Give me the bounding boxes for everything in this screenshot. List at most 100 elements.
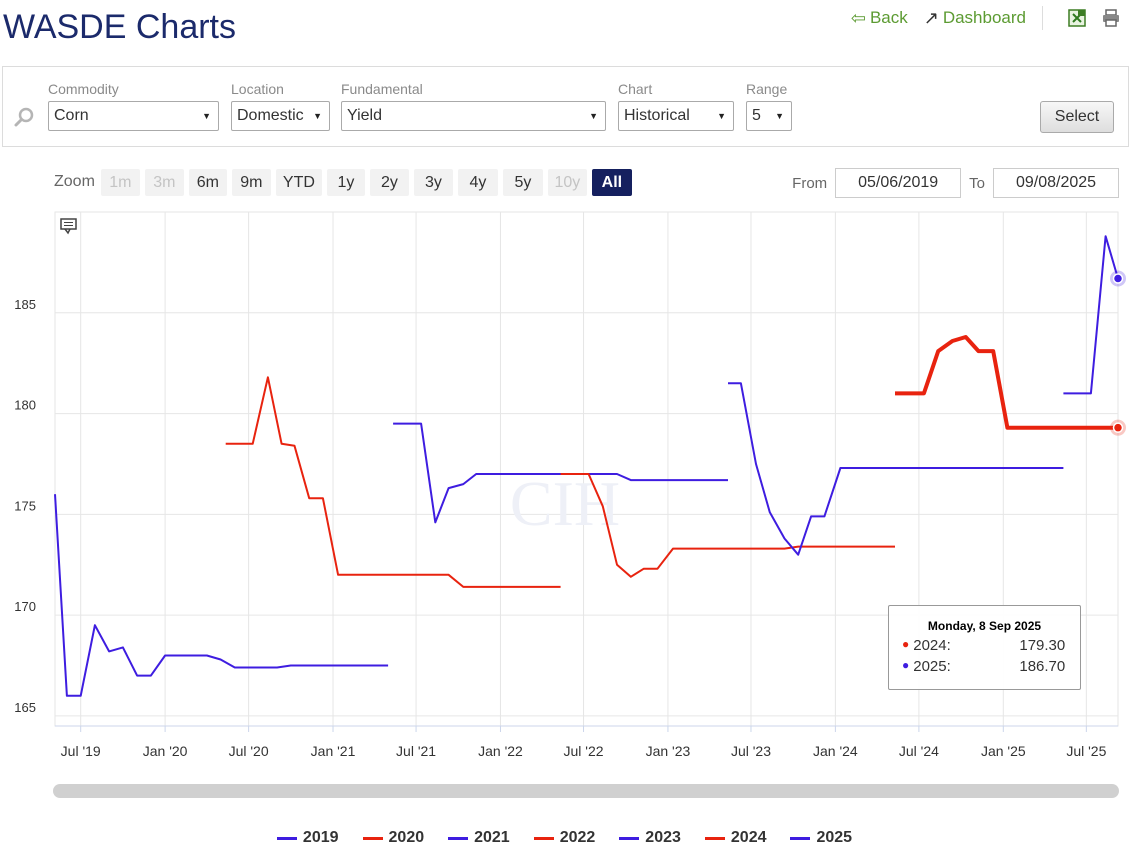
- location-label: Location: [231, 81, 284, 97]
- tooltip-series-value: 179.30: [1019, 637, 1066, 654]
- tooltip-row-2024: ● 2024: 179.30: [889, 637, 1080, 654]
- zoom-button-2y[interactable]: 2y: [369, 168, 409, 196]
- from-label: From: [792, 174, 828, 192]
- chart-legend: 2019 2020 2021 2022 2023 2024 2025: [0, 829, 1129, 847]
- x-tick-label: Jul '20: [229, 743, 269, 759]
- legend-label: 2024: [730, 829, 767, 846]
- y-tick-label: 175: [14, 498, 36, 513]
- zoom-button-1m[interactable]: 1m: [100, 168, 140, 196]
- legend-item-2024[interactable]: 2024: [704, 829, 767, 847]
- chart-label: Chart: [618, 81, 653, 97]
- range-label: Range: [746, 81, 788, 97]
- series-line-2024[interactable]: [895, 335, 1118, 430]
- legend-label: 2022: [559, 829, 596, 846]
- legend-label: 2019: [302, 829, 339, 846]
- comment-icon[interactable]: [60, 218, 77, 235]
- zoom-selector: Zoom 1m 3m 6m 9m YTD 1y 2y 3y 4y 5y 10y All: [54, 168, 637, 196]
- legend-item-2023[interactable]: 2023: [619, 829, 681, 847]
- from-date-input[interactable]: 05/06/2019: [835, 168, 962, 198]
- zoom-button-9m[interactable]: 9m: [231, 168, 271, 196]
- x-tick-label: Jul '25: [1066, 743, 1106, 759]
- series-line-2022[interactable]: [560, 473, 895, 578]
- location-select[interactable]: Domestic ▼: [231, 101, 330, 131]
- legend-swatch: [448, 836, 469, 840]
- zoom-button-10y[interactable]: 10y: [547, 168, 587, 196]
- hover-marker-2025: [1112, 273, 1124, 284]
- chevron-down-icon: ▼: [775, 111, 784, 121]
- zoom-button-all[interactable]: All: [591, 168, 632, 196]
- page-title: WASDE Charts: [3, 8, 237, 46]
- back-link[interactable]: ⇦ Back: [851, 8, 908, 29]
- legend-item-2025[interactable]: 2025: [790, 829, 852, 847]
- date-range: From 05/06/2019 To 09/08/2025: [784, 168, 1119, 198]
- select-button[interactable]: Select: [1040, 101, 1114, 133]
- legend-item-2022[interactable]: 2022: [533, 829, 596, 847]
- legend-swatch: [704, 836, 725, 840]
- x-tick-label: Jan '21: [311, 743, 356, 759]
- fundamental-select[interactable]: Yield ▼: [341, 101, 606, 131]
- excel-icon[interactable]: [1067, 8, 1087, 28]
- tooltip-date: Monday, 8 Sep 2025: [927, 619, 1042, 633]
- print-icon[interactable]: [1101, 8, 1121, 28]
- x-tick-label: Jan '23: [646, 743, 691, 759]
- top-links: ⇦ Back ↗ Dashboard: [851, 6, 1121, 30]
- y-tick-label: 170: [14, 599, 36, 614]
- dashboard-link[interactable]: ↗ Dashboard: [924, 8, 1026, 29]
- zoom-button-1y[interactable]: 1y: [326, 168, 365, 196]
- chevron-down-icon: ▼: [313, 111, 322, 121]
- legend-label: 2025: [816, 829, 853, 846]
- fundamental-filter: Fundamental Yield ▼: [341, 81, 606, 131]
- y-tick-label: 185: [14, 297, 36, 312]
- series-line-2025[interactable]: [1063, 235, 1119, 395]
- series-line-2019[interactable]: [54, 494, 389, 697]
- series-line-2023[interactable]: [728, 382, 1064, 556]
- legend-item-2020[interactable]: 2020: [362, 829, 425, 847]
- zoom-label: Zoom: [54, 173, 95, 190]
- zoom-button-3y[interactable]: 3y: [413, 168, 453, 196]
- zoom-button-3m[interactable]: 3m: [144, 168, 184, 196]
- x-tick-label: Jul '21: [396, 743, 436, 759]
- chart-scrollbar[interactable]: [53, 784, 1119, 798]
- location-value: Domestic: [237, 107, 304, 124]
- series-dot-icon: ●: [902, 658, 910, 672]
- to-date-input[interactable]: 09/08/2025: [993, 168, 1119, 198]
- back-arrow-icon: ⇦: [850, 7, 866, 28]
- pushpin-icon: ↗: [923, 7, 939, 28]
- y-tick-label: 165: [14, 700, 36, 715]
- chevron-down-icon: ▼: [589, 111, 598, 121]
- watermark-logo: CIH: [510, 468, 620, 539]
- x-tick-label: Jan '22: [478, 743, 523, 759]
- series-line-2020[interactable]: [225, 376, 561, 588]
- legend-label: 2021: [474, 829, 510, 846]
- tooltip-series-value: 186.70: [1019, 658, 1066, 675]
- fundamental-value: Yield: [347, 107, 382, 124]
- x-tick-label: Jul '22: [564, 743, 604, 759]
- zoom-button-ytd[interactable]: YTD: [275, 168, 322, 196]
- chart-filter: Chart Historical ▼: [618, 81, 734, 131]
- chevron-down-icon: ▼: [717, 111, 726, 121]
- legend-label: 2020: [388, 829, 425, 846]
- x-tick-label: Jul '19: [61, 743, 101, 759]
- range-value: 5: [752, 107, 761, 124]
- commodity-value: Corn: [54, 107, 89, 124]
- zoom-button-5y[interactable]: 5y: [502, 168, 543, 196]
- commodity-select[interactable]: Corn ▼: [48, 101, 219, 131]
- range-select[interactable]: 5 ▼: [746, 101, 792, 131]
- hover-marker-2024: [1112, 422, 1124, 433]
- zoom-button-6m[interactable]: 6m: [188, 168, 227, 196]
- series-dot-icon: ●: [902, 637, 910, 651]
- legend-item-2019[interactable]: 2019: [276, 829, 339, 847]
- filter-bar: Commodity Corn ▼ Location Domestic ▼ Fun…: [2, 66, 1129, 147]
- tooltip-row-2025: ● 2025: 186.70: [889, 658, 1080, 675]
- fundamental-label: Fundamental: [341, 81, 423, 97]
- zoom-button-4y[interactable]: 4y: [457, 168, 498, 196]
- x-tick-label: Jan '20: [143, 743, 188, 759]
- to-label: To: [969, 174, 985, 192]
- yield-chart: 165 170 175 180 185 Jul '19 Jan '20 Jul '20 Jan …: [14, 211, 1126, 759]
- commodity-label: Commodity: [48, 81, 119, 97]
- legend-swatch: [276, 836, 297, 840]
- chart-select[interactable]: Historical ▼: [618, 101, 734, 131]
- legend-swatch: [362, 836, 383, 840]
- legend-item-2021[interactable]: 2021: [448, 829, 510, 847]
- search-icon: [14, 107, 34, 127]
